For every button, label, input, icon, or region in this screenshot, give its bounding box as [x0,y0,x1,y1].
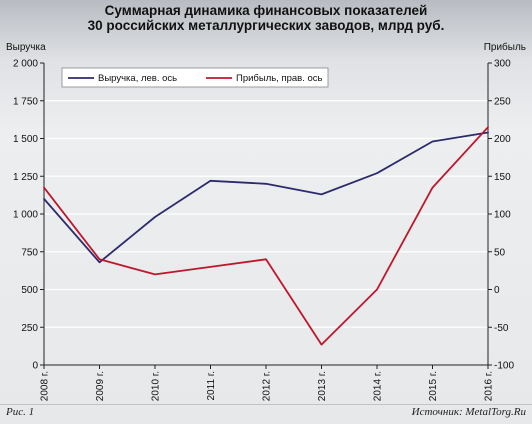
x-tick-label: 2012 г. [262,371,273,401]
right-tick-label: 300 [494,59,511,70]
x-tick-label: 2016 г. [484,371,495,401]
figure-label: Рис. 1 [6,406,35,418]
source-note: Источник: MetalTorg.Ru [411,406,526,418]
revenue-line [43,131,489,264]
left-tick-label: 1 000 [13,210,38,221]
x-tick-label: 2010 г. [151,371,162,401]
legend-box [61,67,329,88]
left-tick-label: 1 500 [13,134,38,145]
right-tick-label: -100 [494,361,514,372]
footer-divider [0,404,532,405]
x-tick-label: 2008 г. [40,371,51,401]
profit-line [43,126,489,346]
legend-label-revenue: Выручка, лев. ось [98,73,177,84]
right-tick-label: 150 [494,172,511,183]
right-tick-label: 250 [494,96,511,107]
left-axis-title: Выручка [6,42,46,53]
x-tick-label: 2009 г. [95,371,106,401]
right-tick-label: 200 [494,134,511,145]
left-tick-label: 2 000 [13,59,38,70]
right-tick-label: 0 [494,285,500,296]
left-tick-label: 1 250 [13,172,38,183]
x-tick-label: 2013 г. [317,371,328,401]
right-tick-label: -50 [494,323,509,334]
left-tick-label: 750 [21,247,38,258]
series-lines [43,126,489,346]
grid-lines [44,100,488,328]
legend: Выручка, лев. ось Прибыль, прав. ось [61,67,329,88]
chart-title-line-1: Суммарная динамика финансовых показателе… [104,3,428,18]
legend-label-profit: Прибыль, прав. ось [236,73,323,84]
left-tick-label: 500 [21,285,38,296]
right-tick-label: 100 [494,210,511,221]
right-tick-label: 50 [494,247,506,258]
left-tick-label: 0 [32,361,38,372]
x-tick-label: 2014 г. [373,371,384,401]
right-axis-title: Прибыль [484,41,526,53]
x-tick-label: 2015 г. [428,371,439,401]
left-tick-label: 1 750 [13,96,38,107]
left-tick-label: 250 [21,323,38,334]
x-tick-label: 2011 г. [206,371,217,401]
chart-title: Суммарная динамика финансовых показателе… [0,3,532,33]
chart-title-line-2: 30 российских металлургических заводов, … [87,18,445,33]
